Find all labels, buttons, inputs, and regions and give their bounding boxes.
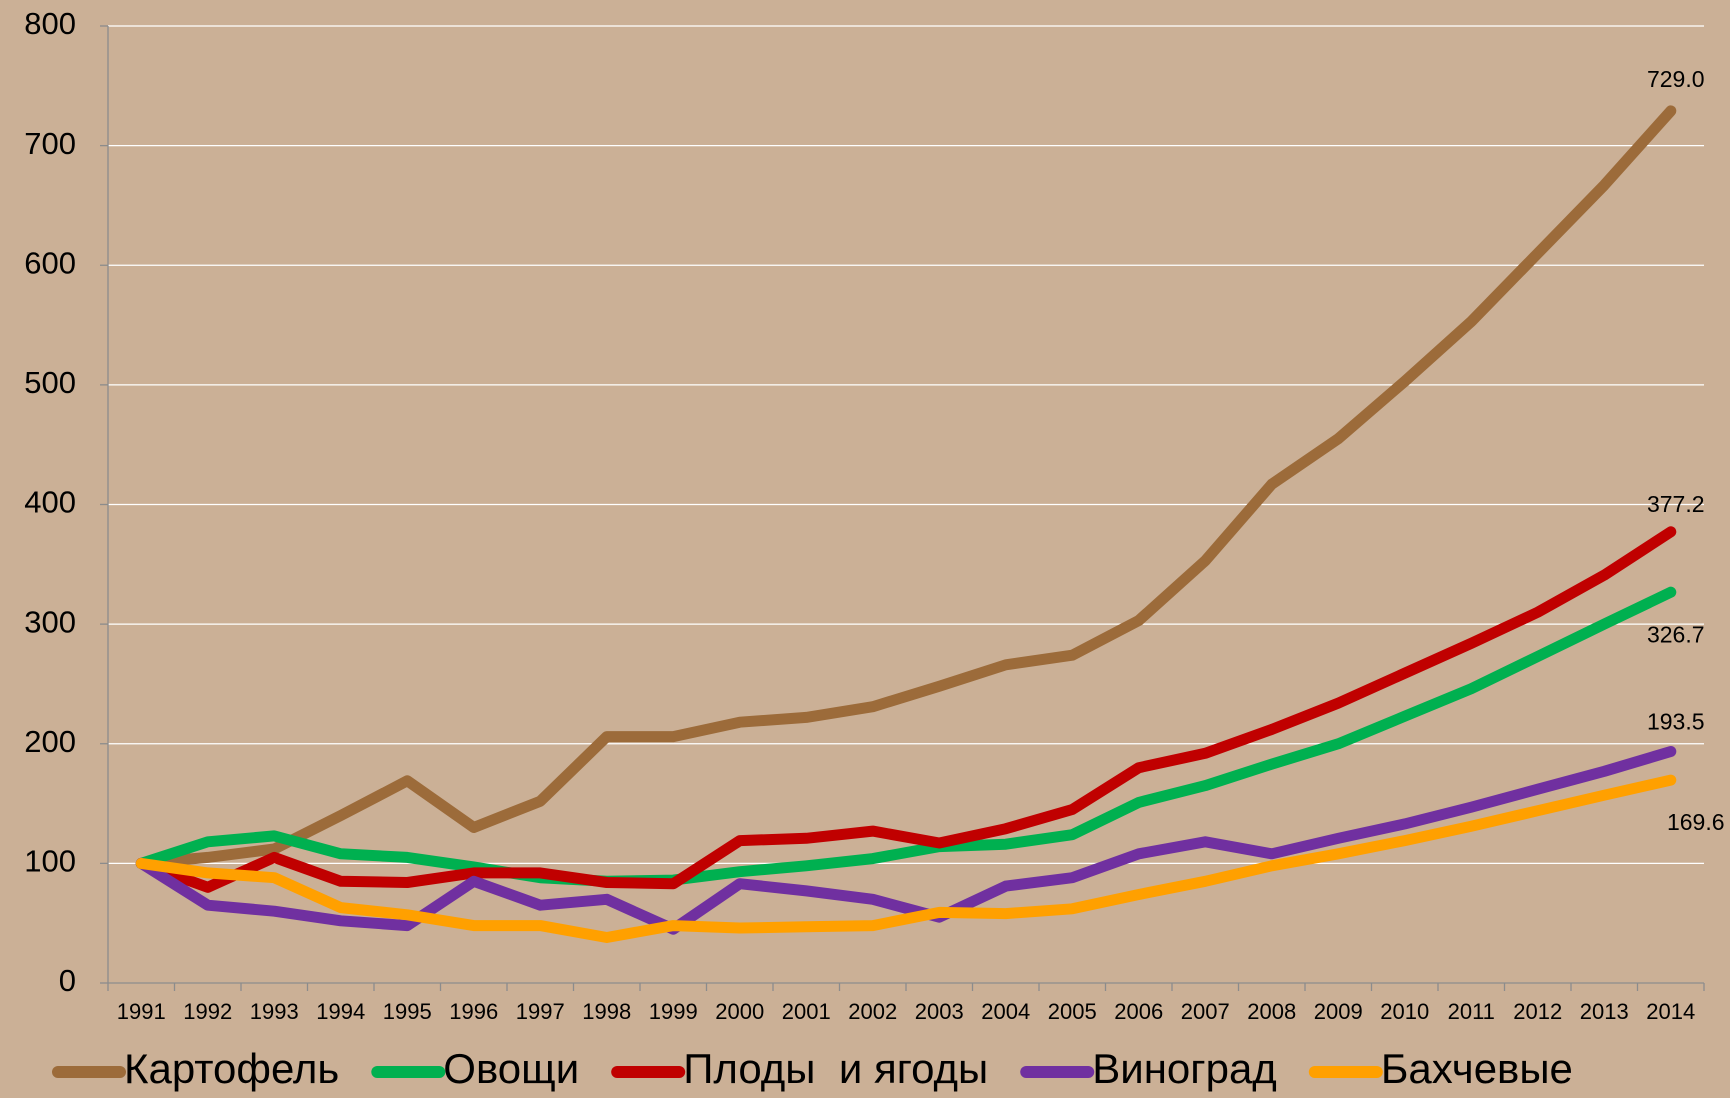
y-tick-label: 700 — [24, 126, 76, 161]
legend-label: Бахчевые — [1381, 1045, 1573, 1092]
y-tick-label: 600 — [24, 245, 76, 280]
data-label: 193.5 — [1647, 709, 1705, 735]
x-tick-label: 2000 — [715, 999, 764, 1024]
x-tick-label: 1999 — [649, 999, 698, 1024]
x-tick-label: 2004 — [981, 999, 1030, 1024]
x-tick-label: 2005 — [1048, 999, 1097, 1024]
x-tick-label: 2010 — [1380, 999, 1429, 1024]
x-tick-label: 2011 — [1448, 999, 1495, 1024]
y-tick-label: 400 — [24, 485, 76, 520]
x-tick-label: 2007 — [1181, 999, 1230, 1024]
x-tick-label: 1997 — [516, 999, 565, 1024]
x-tick-label: 2014 — [1646, 999, 1695, 1024]
y-tick-label: 800 — [24, 6, 76, 41]
x-tick-label: 1995 — [383, 999, 432, 1024]
series-line — [135, 105, 1677, 869]
legend-label: Плоды и ягоды — [683, 1045, 988, 1092]
x-tick-label: 1998 — [582, 999, 631, 1024]
x-tick-label: 2012 — [1513, 999, 1562, 1024]
x-tick-label: 2002 — [848, 999, 897, 1024]
x-tick-label: 2006 — [1114, 999, 1163, 1024]
series-line — [135, 774, 1677, 943]
y-tick-label: 100 — [24, 844, 76, 879]
x-tick-label: 2008 — [1247, 999, 1296, 1024]
legend-label: Виноград — [1092, 1045, 1277, 1092]
x-tick-label: 1994 — [316, 999, 365, 1024]
x-tick-label: 2003 — [915, 999, 964, 1024]
series-line — [135, 746, 1677, 935]
data-label: 377.2 — [1647, 491, 1705, 517]
x-tick-label: 1996 — [449, 999, 498, 1024]
x-tick-label: 2001 — [782, 999, 831, 1024]
x-tick-label: 2009 — [1314, 999, 1363, 1024]
data-label: 326.7 — [1647, 621, 1705, 647]
legend-label: Овощи — [443, 1045, 579, 1092]
legend-label: Картофель — [124, 1045, 339, 1092]
data-label: 729.0 — [1647, 66, 1705, 92]
series-line — [135, 586, 1677, 887]
x-tick-label: 1993 — [250, 999, 299, 1024]
x-tick-label: 2013 — [1580, 999, 1629, 1024]
series-line — [135, 526, 1677, 893]
y-tick-label: 0 — [59, 963, 76, 998]
x-tick-label: 1992 — [183, 999, 232, 1024]
x-tick-label: 1991 — [117, 999, 166, 1024]
y-tick-label: 500 — [24, 365, 76, 400]
y-tick-label: 200 — [24, 724, 76, 759]
y-tick-label: 300 — [24, 604, 76, 639]
data-label: 169.6 — [1667, 809, 1725, 835]
legend: Картофель Овощи Плоды и ягоды Виноград Бахче… — [52, 1045, 1573, 1092]
